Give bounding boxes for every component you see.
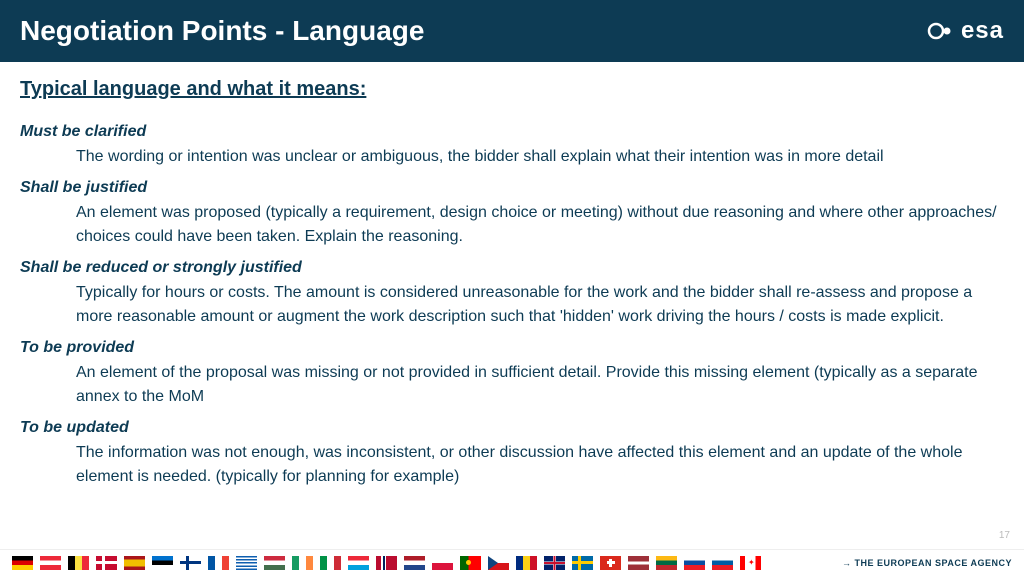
term-block: To be provided An element of the proposal…	[20, 339, 1004, 409]
flag-sk	[684, 556, 705, 570]
flag-si	[712, 556, 733, 570]
slide-header: Negotiation Points - Language esa	[0, 0, 1024, 62]
flag-it	[320, 556, 341, 570]
term-name: Shall be reduced or strongly justified	[20, 259, 1004, 277]
flag-ca	[740, 556, 761, 570]
flag-ch	[600, 556, 621, 570]
content-subtitle: Typical language and what it means:	[20, 78, 1004, 101]
flag-se	[572, 556, 593, 570]
footer-tagline: THE EUROPEAN SPACE AGENCY	[842, 558, 1012, 568]
term-definition: Typically for hours or costs. The amount…	[20, 281, 1004, 329]
term-definition: The wording or intention was unclear or …	[20, 145, 1004, 169]
flag-nl	[404, 556, 425, 570]
flag-fi	[180, 556, 201, 570]
term-definition: The information was not enough, was inco…	[20, 441, 1004, 489]
term-block: Shall be reduced or strongly justified Ty…	[20, 259, 1004, 329]
flag-cz	[488, 556, 509, 570]
flag-no	[376, 556, 397, 570]
term-definition: An element of the proposal was missing o…	[20, 361, 1004, 409]
flag-ro	[516, 556, 537, 570]
term-block: Must be clarified The wording or intentio…	[20, 123, 1004, 169]
term-name: To be updated	[20, 419, 1004, 437]
flag-ee	[152, 556, 173, 570]
flag-es	[124, 556, 145, 570]
flag-ie	[292, 556, 313, 570]
term-name: Must be clarified	[20, 123, 1004, 141]
flag-pl	[432, 556, 453, 570]
term-block: To be updated The information was not eno…	[20, 419, 1004, 489]
term-definition: An element was proposed (typically a req…	[20, 201, 1004, 249]
flag-lv	[628, 556, 649, 570]
slide-content: Typical language and what it means: Must…	[0, 62, 1024, 489]
flag-at	[40, 556, 61, 570]
flag-gb	[544, 556, 565, 570]
term-name: To be provided	[20, 339, 1004, 357]
term-name: Shall be justified	[20, 179, 1004, 197]
member-flags	[12, 556, 761, 570]
flag-de	[12, 556, 33, 570]
flag-hu	[264, 556, 285, 570]
flag-fr	[208, 556, 229, 570]
slide-title: Negotiation Points - Language	[20, 15, 424, 47]
term-block: Shall be justified An element was propose…	[20, 179, 1004, 249]
flag-gr	[236, 556, 257, 570]
flag-lu	[348, 556, 369, 570]
slide-footer: THE EUROPEAN SPACE AGENCY	[0, 549, 1024, 575]
flag-pt	[460, 556, 481, 570]
terms-list: Must be clarified The wording or intentio…	[20, 123, 1004, 489]
esa-logo-text: esa	[961, 17, 1004, 45]
flag-dk	[96, 556, 117, 570]
page-number: 17	[999, 530, 1010, 541]
esa-logo-icon	[925, 16, 955, 46]
esa-logo: esa	[925, 16, 1004, 46]
flag-lt	[656, 556, 677, 570]
flag-be	[68, 556, 89, 570]
